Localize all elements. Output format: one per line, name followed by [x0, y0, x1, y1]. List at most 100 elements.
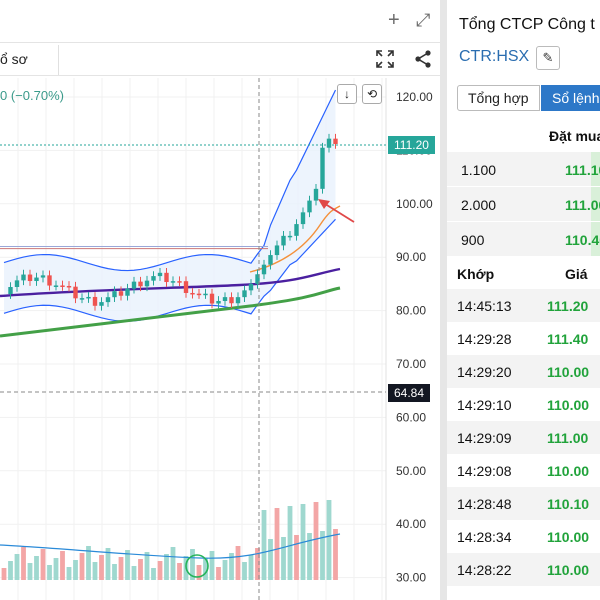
match-row: 14:45:13 111.20 [447, 289, 600, 322]
candle-body [333, 138, 338, 144]
chart-toolbar: ổ sơ [0, 42, 440, 76]
candle-body [8, 286, 13, 295]
volume-bar [112, 564, 117, 580]
candle-body [151, 276, 156, 281]
match-time: 14:29:28 [457, 331, 512, 347]
candle-body [79, 298, 85, 300]
match-time: 14:29:08 [457, 463, 512, 479]
pencil-icon[interactable]: ✎ [536, 46, 560, 70]
match-price: 110.00 [547, 364, 590, 380]
volume-bar [21, 547, 26, 580]
volume-bar [157, 561, 163, 580]
match-price: 111.00 [547, 430, 589, 446]
candle-body [326, 138, 332, 148]
volume-bar [86, 546, 91, 580]
share-icon[interactable] [412, 49, 434, 71]
candle-body [92, 296, 98, 306]
match-time: 14:28:22 [457, 562, 512, 578]
candle-body [255, 274, 260, 284]
y-axis-tick: 40.00 [396, 517, 426, 531]
volume-bar [242, 562, 247, 580]
candle-body [164, 272, 169, 283]
chart-panel[interactable]: + ⤢ ổ sơ 120.00110.00100.0090.0080.0070.… [0, 0, 440, 600]
tab-order-book[interactable]: Sổ lệnh [541, 85, 600, 111]
volume-bar [66, 567, 72, 580]
candle-body [73, 286, 78, 299]
candle-body [307, 200, 312, 213]
candle-body [47, 275, 52, 286]
candle-body [112, 291, 117, 298]
y-axis-tick: 90.00 [396, 250, 426, 264]
volume-bar [27, 563, 33, 580]
chart-type-label[interactable]: ổ sơ [0, 51, 28, 67]
tab-summary[interactable]: Tổng hợp [457, 85, 540, 111]
match-price: 110.00 [547, 529, 590, 545]
volume-bar [79, 553, 85, 580]
volume-bar [248, 555, 254, 580]
candle-body [222, 297, 228, 301]
annotation-arrow [321, 201, 355, 223]
candle-body [300, 212, 306, 225]
volume-bar [73, 560, 78, 580]
match-row: 14:28:34 110.00 [447, 520, 600, 553]
candle-body [99, 302, 104, 306]
volume-bar [14, 554, 20, 580]
volume-bar [255, 548, 260, 580]
volume-bar [151, 568, 156, 580]
book-header-bid: Đặt mua [549, 128, 600, 144]
candle-body [294, 224, 299, 236]
volume-bar [99, 555, 104, 580]
y-axis-tick: 60.00 [396, 410, 426, 424]
price-change: 0 (−0.70%) [0, 88, 64, 103]
match-price-header: Giá [565, 266, 588, 282]
volume-bar [268, 539, 273, 580]
candle-body [274, 245, 280, 256]
book-row: 1.100 111.10 [447, 152, 600, 186]
order-book-panel: Tổng CTCP Công t CTR:HSX ✎ Tổng hợp Sổ l… [447, 0, 600, 600]
volume-bar [131, 566, 137, 580]
volume-ma-line [0, 533, 341, 559]
candle-body [14, 280, 20, 287]
chart-panel-topbar: + ⤢ [0, 0, 440, 36]
reset-chart-icon[interactable]: ⟲ [362, 84, 382, 104]
volume-bar [164, 554, 169, 580]
add-chart-button[interactable]: + [388, 9, 400, 31]
volume-bar [53, 558, 59, 580]
volume-bar [287, 506, 293, 580]
candle-body [138, 281, 143, 287]
volume-bar [203, 558, 208, 580]
volume-bar [190, 549, 195, 580]
book-qty: 900 [461, 232, 485, 248]
candlestick-chart[interactable]: 120.00110.00100.0090.0080.0070.0060.0050… [0, 0, 440, 600]
book-qty: 1.100 [461, 162, 497, 178]
annotation-arrowhead [318, 199, 330, 209]
y-axis-tick: 30.00 [396, 571, 426, 585]
candle-body [53, 285, 59, 287]
volume-bar [591, 222, 600, 256]
volume-bar [92, 562, 98, 580]
volume-bar [196, 565, 202, 580]
candle-body [261, 264, 267, 275]
volume-bar [222, 560, 228, 580]
candle-body [21, 274, 26, 281]
arrow-down-icon[interactable]: ↓ [337, 84, 357, 104]
toolbar-divider [58, 45, 59, 75]
candle-body [320, 147, 325, 189]
candle-body [27, 274, 33, 282]
candle-body [235, 297, 241, 304]
match-price: 110.00 [547, 397, 590, 413]
volume-bar [138, 559, 143, 580]
y-axis-tick: 50.00 [396, 464, 426, 478]
match-time: 14:29:10 [457, 397, 512, 413]
volume-bar [333, 529, 338, 580]
expand-panel-button[interactable]: ⤢ [416, 10, 431, 30]
candle-body [268, 255, 273, 265]
candle-body [183, 281, 189, 293]
annotation-circle [185, 554, 209, 578]
volume-bar [60, 551, 65, 580]
ticker-symbol[interactable]: CTR:HSX [459, 48, 530, 65]
candle-body [157, 272, 163, 277]
fullscreen-icon[interactable] [374, 49, 396, 71]
book-row: 2.000 111.00 [447, 187, 600, 221]
